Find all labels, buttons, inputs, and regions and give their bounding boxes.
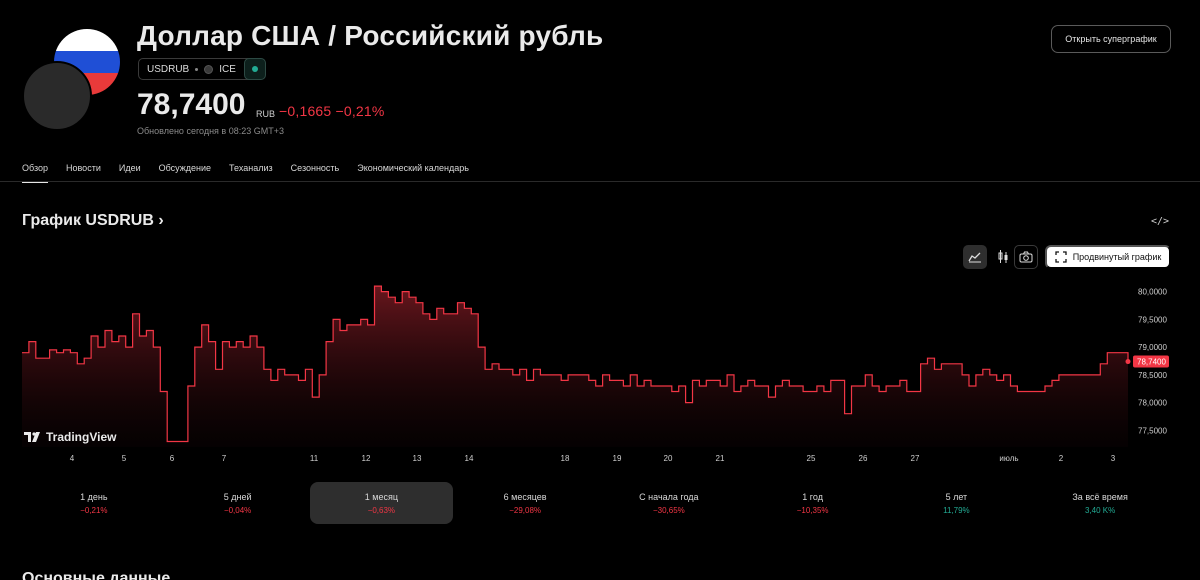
x-tick-label: 27 bbox=[911, 454, 920, 463]
period-change: −10,35% bbox=[796, 505, 829, 515]
tab-5[interactable]: Сезонность bbox=[290, 163, 340, 173]
period-item[interactable]: С начала года −30,65% bbox=[597, 482, 741, 524]
period-label: 5 лет bbox=[945, 491, 968, 502]
period-item[interactable]: 5 дней −0,04% bbox=[166, 482, 310, 524]
candlestick-chart-icon[interactable] bbox=[991, 245, 1015, 269]
period-item[interactable]: 6 месяцев −29,08% bbox=[453, 482, 597, 524]
period-label: 1 год bbox=[802, 491, 823, 502]
x-tick-label: 7 bbox=[222, 454, 227, 463]
y-tick-label: 78,0000 bbox=[1138, 399, 1167, 408]
separator-dot bbox=[195, 67, 199, 71]
x-tick-label: 2 bbox=[1059, 454, 1064, 463]
last-price-label: 78,7400 bbox=[1137, 358, 1166, 367]
tab-0[interactable]: Обзор bbox=[22, 160, 48, 183]
y-tick-label: 78,5000 bbox=[1138, 371, 1167, 380]
x-tick-label: 13 bbox=[413, 454, 422, 463]
tradingview-logo-text: TradingView bbox=[46, 430, 117, 444]
tab-1[interactable]: Новости bbox=[66, 163, 101, 173]
x-tick-label: 21 bbox=[716, 454, 725, 463]
x-tick-label: 5 bbox=[122, 454, 127, 463]
y-tick-label: 80,0000 bbox=[1138, 288, 1167, 297]
period-item[interactable]: За всё время 3,40 K% bbox=[1028, 482, 1172, 524]
period-change: 11,79% bbox=[943, 505, 970, 515]
price-change: −0,1665 −0,21% bbox=[279, 103, 385, 119]
x-tick-label: 6 bbox=[170, 454, 175, 463]
x-tick-label: 14 bbox=[465, 454, 474, 463]
period-label: 1 месяц bbox=[364, 491, 398, 502]
usd-currency-icon bbox=[22, 61, 92, 131]
x-tick-label: 3 bbox=[1111, 454, 1116, 463]
last-price-badge bbox=[1133, 355, 1169, 368]
embed-code-icon[interactable]: </> bbox=[1150, 215, 1170, 227]
period-change: −29,08% bbox=[509, 505, 542, 515]
exchange-label: ICE bbox=[219, 63, 236, 75]
period-label: За всё время bbox=[1072, 491, 1128, 502]
period-label: 6 месяцев bbox=[503, 491, 547, 502]
tab-6[interactable]: Экономический календарь bbox=[357, 163, 469, 173]
page-title: Доллар США / Российский рубль bbox=[137, 20, 604, 51]
current-price: 78,7400 bbox=[137, 88, 246, 121]
chart-title-link[interactable]: График USDRUB › bbox=[22, 212, 164, 229]
period-item[interactable]: 1 месяц −0,63% bbox=[309, 482, 454, 524]
advanced-chart-label: Продвинутый график bbox=[1072, 252, 1162, 262]
x-tick-label: 19 bbox=[613, 454, 622, 463]
y-tick-label: 79,0000 bbox=[1138, 343, 1167, 352]
period-change: −0,04% bbox=[223, 505, 252, 515]
period-label: 1 день bbox=[80, 491, 108, 502]
tab-4[interactable]: Теханализ bbox=[229, 163, 273, 173]
y-tick-label: 79,5000 bbox=[1138, 315, 1167, 324]
area-chart-icon[interactable] bbox=[963, 245, 987, 269]
symbol-selector[interactable]: USDRUB ICE ⌄ bbox=[138, 58, 261, 80]
advanced-chart-button[interactable]: Продвинутый график bbox=[1045, 245, 1171, 269]
price-currency: RUB bbox=[256, 109, 276, 119]
last-price-dot bbox=[1125, 359, 1131, 365]
period-change: −0,21% bbox=[80, 505, 108, 515]
period-item[interactable]: 1 год −10,35% bbox=[741, 482, 885, 524]
period-label: С начала года bbox=[639, 491, 699, 502]
tradingview-logo-icon bbox=[24, 432, 40, 442]
x-tick-label: июль bbox=[999, 454, 1018, 463]
x-tick-label: 26 bbox=[859, 454, 868, 463]
section-tabs: Обзор Новости Идеи Обсуждение Теханализ Сезон… bbox=[22, 160, 469, 183]
price-chart[interactable]: 80,0000 79,5000 79,0000 78,5000 78,0000 77,50… bbox=[0, 275, 1200, 470]
ticker-label: USDRUB bbox=[147, 63, 190, 75]
x-tick-label: 4 bbox=[70, 454, 75, 463]
market-status-indicator[interactable] bbox=[244, 58, 266, 80]
status-dot-icon bbox=[252, 66, 258, 72]
period-item[interactable]: 1 день −0,21% bbox=[22, 482, 166, 524]
open-supergraph-button[interactable]: Открыть суперграфик bbox=[1051, 25, 1171, 53]
y-tick-label: 77,5000 bbox=[1138, 426, 1167, 435]
x-tick-label: 12 bbox=[362, 454, 371, 463]
price-line bbox=[22, 285, 1129, 443]
x-tick-label: 25 bbox=[807, 454, 816, 463]
x-tick-label: 11 bbox=[310, 454, 319, 463]
tab-3[interactable]: Обсуждение bbox=[158, 163, 212, 173]
period-change: 3,40 K% bbox=[1085, 505, 1116, 515]
key-data-heading: Основные данные bbox=[22, 570, 171, 580]
last-updated: Обновлено сегодня в 08:23 GMT+3 bbox=[137, 126, 284, 136]
camera-icon[interactable] bbox=[1014, 245, 1038, 269]
fullscreen-icon bbox=[1055, 251, 1067, 263]
tabs-divider bbox=[0, 181, 1200, 182]
x-tick-label: 20 bbox=[664, 454, 673, 463]
period-change: −30,65% bbox=[652, 505, 685, 515]
period-performance: 1 день −0,21% 5 дней −0,04% 1 месяц −0,63% 6 м… bbox=[22, 482, 1172, 524]
period-label: 5 дней bbox=[223, 491, 252, 502]
period-item[interactable]: 5 лет 11,79% bbox=[885, 482, 1029, 524]
tab-2[interactable]: Идеи bbox=[118, 163, 141, 173]
chart-style-toggle bbox=[963, 245, 1015, 269]
tradingview-logo[interactable]: TradingView bbox=[24, 430, 116, 444]
period-change: −0,63% bbox=[367, 505, 396, 515]
chart-title: График USDRUB bbox=[22, 212, 154, 229]
x-tick-label: 18 bbox=[561, 454, 570, 463]
exchange-icon bbox=[204, 64, 214, 74]
